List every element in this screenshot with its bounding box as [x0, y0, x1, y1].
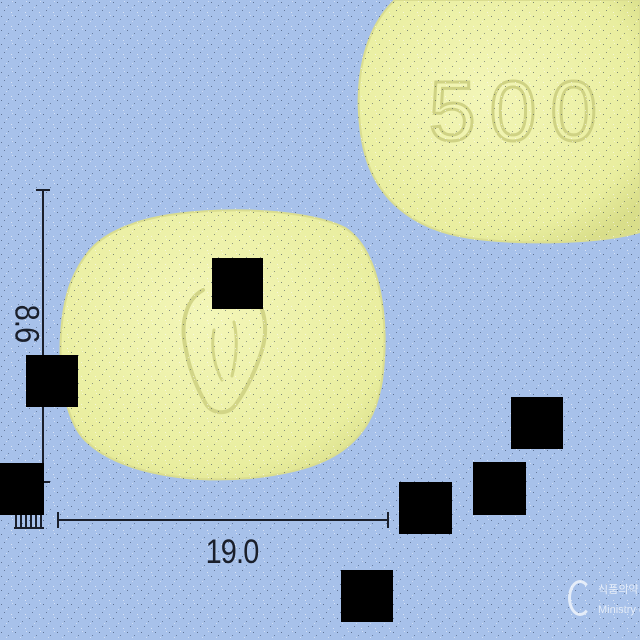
- ministry-logo-icon: [568, 580, 592, 616]
- occluder-block: [26, 355, 78, 407]
- occluder-block: [473, 462, 526, 515]
- height-label: 8.6: [7, 304, 46, 343]
- occluder-block: [341, 570, 393, 622]
- width-label: 19.0: [205, 533, 260, 571]
- occluder-block: [0, 463, 44, 515]
- occluder-block: [511, 397, 563, 449]
- scale-ruler: [14, 514, 44, 529]
- watermark-line2: Ministry of F: [598, 604, 640, 616]
- width-dimension: [57, 512, 389, 528]
- watermark-line1: 식품의약: [598, 584, 639, 596]
- watermark: 식품의약 Ministry of F: [598, 580, 640, 620]
- occluder-block: [399, 482, 452, 534]
- occluder-block: [212, 258, 263, 309]
